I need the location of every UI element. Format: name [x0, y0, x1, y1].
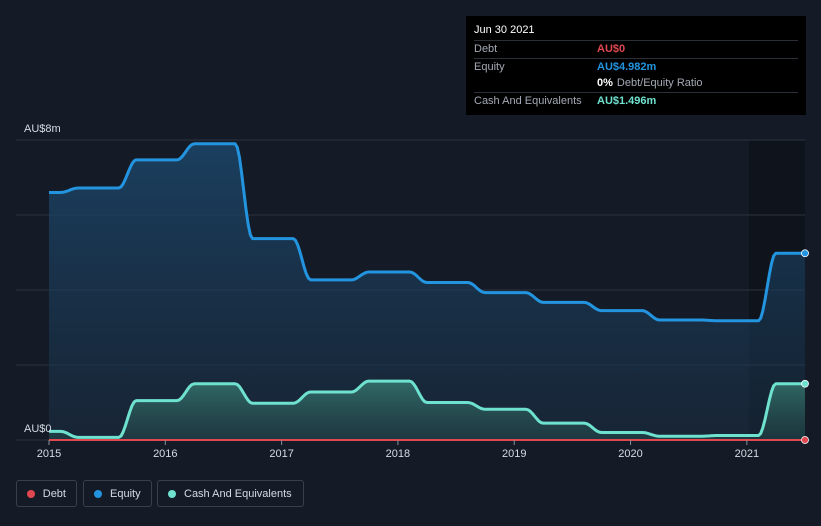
tooltip-row-cash: Cash And Equivalents AU$1.496m — [474, 91, 798, 110]
tooltip-ratio-value: 0% — [597, 77, 613, 89]
tooltip-row-equity: Equity AU$4.982m — [474, 57, 798, 76]
equity-line — [49, 142, 805, 323]
tooltip-debt-label: Debt — [474, 43, 498, 55]
legend-equity-label: Equity — [110, 487, 141, 500]
legend-cash-dot-icon — [168, 489, 176, 498]
legend-cash-label: Cash And Equivalents — [184, 487, 292, 500]
debt-end-point — [801, 436, 809, 444]
x-tick-label: 2021 — [735, 448, 759, 460]
tooltip-ratio-spacer — [474, 75, 597, 92]
legend-debt-label: Debt — [42, 487, 66, 500]
x-tick-label: 2016 — [153, 448, 177, 460]
tooltip-date: Jun 30 2021 — [474, 24, 535, 36]
data-tooltip: Jun 30 2021 Debt AU$0 Equity AU$4.982m 0… — [466, 16, 806, 115]
legend-equity[interactable]: Equity — [83, 480, 152, 507]
x-tick-label: 2015 — [37, 448, 61, 460]
legend-debt[interactable]: Debt — [16, 480, 77, 507]
x-tick-label: 2017 — [269, 448, 293, 460]
y-axis-label-bottom: AU$0 — [24, 423, 52, 435]
x-tick-label: 2019 — [502, 448, 526, 460]
tooltip-debt-value: AU$0 — [597, 43, 626, 55]
legend-equity-dot-icon — [94, 489, 102, 498]
cash-and-equivalents-area — [49, 381, 805, 440]
tooltip-equity-value: AU$4.982m — [597, 60, 657, 73]
cash-and-equivalents-line — [49, 379, 805, 439]
legend-debt-dot-icon — [27, 489, 35, 498]
x-axis: 2015 2016 2017 2018 2019 2020 2021 — [37, 440, 759, 460]
tooltip-equity-label: Equity — [474, 60, 505, 73]
x-tick-label: 2020 — [618, 448, 642, 460]
legend-cash[interactable]: Cash And Equivalents — [157, 480, 304, 507]
equity-area — [49, 143, 805, 441]
equity-end-point — [801, 249, 809, 258]
tooltip-row-debt: Debt AU$0 — [474, 40, 798, 58]
cash-and-equivalents-end-point — [801, 379, 809, 388]
tooltip-cash-label: Cash And Equivalents — [474, 94, 582, 107]
x-tick-label: 2018 — [386, 448, 410, 460]
tooltip-ratio-label: Debt/Equity Ratio — [616, 77, 703, 89]
series-lines — [49, 142, 809, 444]
tooltip-cash-value: AU$1.496m — [597, 94, 657, 107]
series-areas — [49, 143, 805, 441]
y-axis-label-top: AU$8m — [24, 123, 61, 135]
tooltip-row-ratio: 0% Debt/Equity Ratio — [474, 75, 798, 92]
